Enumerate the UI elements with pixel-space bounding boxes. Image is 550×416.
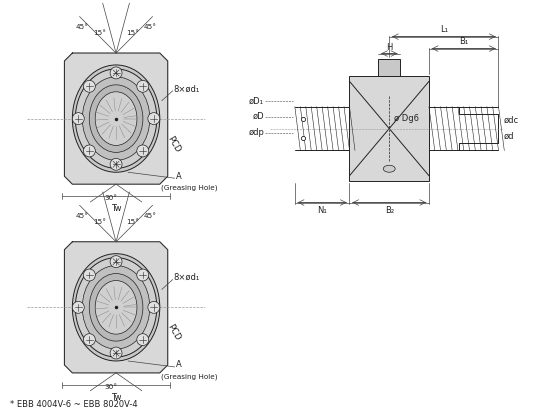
Circle shape: [137, 269, 148, 281]
Text: (Greasing Hole): (Greasing Hole): [161, 185, 217, 191]
Circle shape: [73, 301, 84, 313]
Ellipse shape: [82, 77, 150, 160]
Ellipse shape: [73, 65, 160, 172]
Text: 15°: 15°: [126, 219, 139, 225]
Circle shape: [84, 269, 95, 281]
Text: 15°: 15°: [93, 30, 106, 36]
Ellipse shape: [95, 280, 137, 334]
Ellipse shape: [95, 92, 137, 146]
Text: N₁: N₁: [317, 206, 327, 215]
Ellipse shape: [75, 69, 157, 168]
Text: øD₁: øD₁: [249, 96, 264, 105]
Text: PCD: PCD: [166, 134, 183, 154]
Circle shape: [137, 334, 148, 346]
Text: Tw: Tw: [111, 393, 122, 402]
Ellipse shape: [75, 258, 157, 357]
Text: B₁: B₁: [459, 37, 469, 46]
Text: øD: øD: [252, 112, 264, 121]
Text: 8×ød₁: 8×ød₁: [174, 84, 200, 93]
Text: 15°: 15°: [126, 30, 139, 36]
Polygon shape: [64, 242, 168, 373]
Circle shape: [137, 80, 148, 92]
Polygon shape: [64, 53, 168, 184]
Text: * EBB 4004V-6 ~ EBB 8020V-4: * EBB 4004V-6 ~ EBB 8020V-4: [10, 400, 138, 409]
Text: 45°: 45°: [75, 24, 88, 30]
Text: 45°: 45°: [75, 213, 88, 219]
Text: Tw: Tw: [111, 204, 122, 213]
Text: 45°: 45°: [144, 213, 157, 219]
Text: (Greasing Hole): (Greasing Hole): [161, 374, 217, 380]
Circle shape: [137, 145, 148, 157]
Text: A: A: [175, 172, 182, 181]
Circle shape: [110, 158, 122, 170]
Text: L₁: L₁: [440, 25, 448, 34]
Text: 30°: 30°: [104, 384, 118, 390]
Circle shape: [73, 113, 84, 124]
Text: A: A: [175, 360, 182, 369]
Bar: [378, 59, 400, 77]
Ellipse shape: [82, 265, 150, 349]
Circle shape: [84, 334, 95, 346]
Bar: [349, 77, 429, 181]
Text: B₂: B₂: [384, 206, 394, 215]
Text: ø Dg6: ø Dg6: [394, 114, 419, 123]
Text: 15°: 15°: [93, 219, 106, 225]
Text: ødp: ødp: [248, 128, 264, 137]
Circle shape: [84, 80, 95, 92]
Text: PCD: PCD: [166, 323, 183, 343]
Circle shape: [148, 301, 160, 313]
Ellipse shape: [73, 254, 160, 361]
Circle shape: [110, 256, 122, 267]
Text: 8×ød₁: 8×ød₁: [174, 273, 200, 282]
Text: ød: ød: [503, 132, 514, 141]
Circle shape: [148, 113, 160, 124]
Ellipse shape: [383, 165, 395, 172]
Circle shape: [110, 67, 122, 79]
Circle shape: [84, 145, 95, 157]
Circle shape: [110, 347, 122, 359]
Text: 45°: 45°: [144, 24, 157, 30]
Ellipse shape: [89, 274, 143, 341]
Ellipse shape: [89, 85, 143, 152]
Text: ødc: ødc: [503, 116, 519, 125]
Text: 30°: 30°: [104, 195, 118, 201]
Text: H: H: [386, 43, 392, 52]
